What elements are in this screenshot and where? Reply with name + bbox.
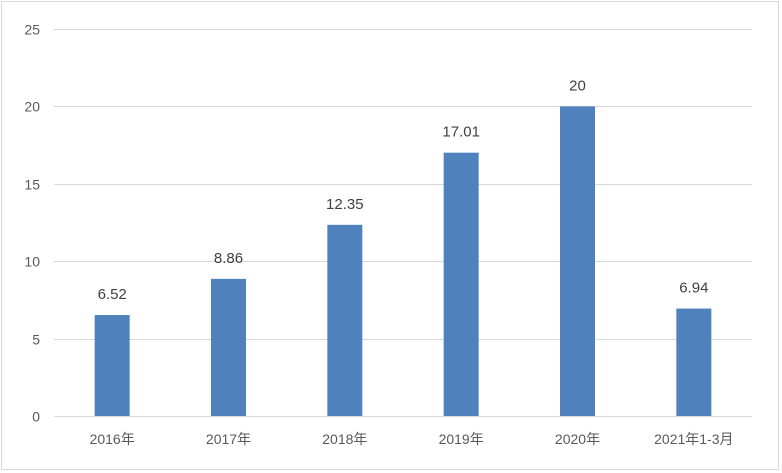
data-labels: 6.52 8.86 12.35 17.01 20 6.94 [98, 77, 709, 303]
x-tick-label: 2019年 [439, 431, 484, 447]
data-label: 17.01 [442, 124, 480, 141]
y-tick-label: 10 [24, 254, 40, 270]
bar-2 [327, 224, 363, 416]
y-tick-label: 20 [24, 99, 40, 115]
gridlines [54, 29, 752, 417]
x-tick-label: 2020年 [555, 431, 600, 447]
y-axis-tick-labels: 0 5 10 15 20 25 [24, 22, 40, 425]
bar-3 [443, 152, 479, 417]
x-tick-label: 2016年 [90, 431, 135, 447]
y-tick-label: 15 [24, 177, 40, 193]
y-tick-label: 25 [24, 22, 40, 38]
bars [94, 106, 712, 417]
x-tick-label: 2017年 [206, 431, 251, 447]
y-tick-label: 0 [32, 409, 40, 425]
data-label: 12.35 [326, 196, 364, 213]
bar-5 [676, 308, 712, 416]
x-tick-label: 2021年1-3月 [654, 431, 733, 447]
bar-1 [211, 278, 246, 416]
bar-0 [94, 315, 130, 416]
data-label: 6.52 [98, 286, 127, 303]
x-axis-tick-labels: 2016年 2017年 2018年 2019年 2020年 2021年1-3月 [90, 431, 734, 447]
y-tick-label: 5 [32, 332, 40, 348]
x-tick-label: 2018年 [322, 431, 367, 447]
bar-4 [560, 106, 595, 417]
data-label: 20 [569, 77, 586, 94]
data-label: 8.86 [214, 250, 243, 267]
data-label: 6.94 [679, 280, 708, 297]
